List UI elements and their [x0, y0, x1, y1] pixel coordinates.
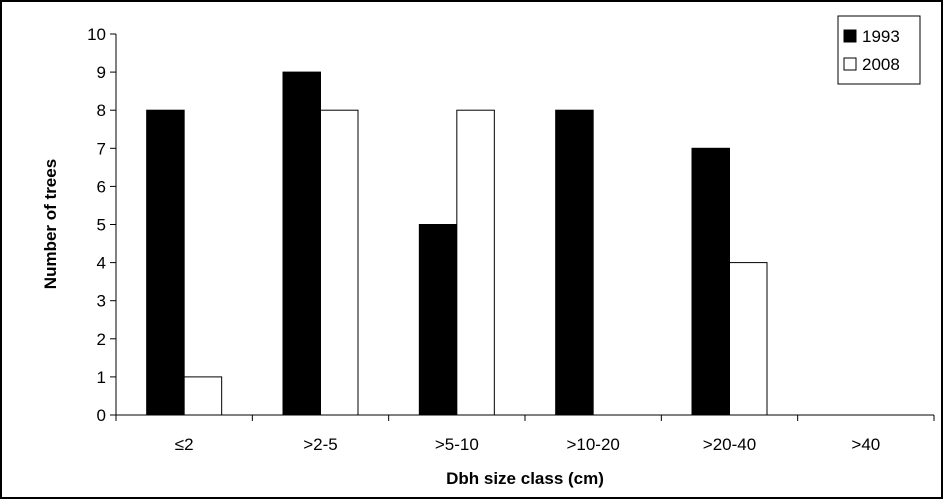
legend-box	[837, 15, 921, 85]
legend-swatch-1993	[843, 29, 857, 43]
x-tick-label: >10-20	[566, 435, 619, 454]
x-tick-label: >40	[851, 435, 880, 454]
x-axis-title: Dbh size class (cm)	[446, 469, 604, 488]
legend-label: 2008	[862, 55, 900, 74]
bar-1993-2	[418, 224, 458, 416]
bar-2008-1	[320, 109, 359, 416]
plot-area	[115, 34, 934, 416]
y-tick-label: 3	[97, 292, 106, 311]
y-tick-label: 6	[97, 177, 106, 196]
y-tick-label: 0	[97, 406, 106, 425]
x-tick-label: >20-40	[703, 435, 756, 454]
bar-1993-3	[555, 109, 594, 416]
y-tick-label: 1	[97, 368, 106, 387]
x-tick-label: >5-10	[435, 435, 479, 454]
bar-2008-4	[729, 262, 768, 416]
x-axis-ticks: ≤2 >2-5 >5-10 >10-20 >20-40 >40	[115, 415, 935, 454]
legend-swatch-2008	[843, 57, 857, 71]
bar-1993-0	[146, 109, 185, 416]
y-tick-label: 10	[87, 25, 106, 44]
y-tick-label: 4	[97, 254, 106, 273]
y-tick-label: 5	[97, 216, 106, 235]
y-tick-label: 9	[97, 63, 106, 82]
bars	[146, 71, 768, 416]
y-tick-label: 2	[97, 330, 106, 349]
y-axis-title: Number of trees	[41, 159, 60, 289]
y-tick-label: 8	[97, 101, 106, 120]
legend: 1993 2008	[837, 15, 921, 85]
y-tick-label: 7	[97, 139, 106, 158]
legend-label: 1993	[862, 27, 900, 46]
bar-2008-0	[183, 376, 223, 416]
x-tick-label: >2-5	[303, 435, 338, 454]
bar-1993-1	[282, 71, 321, 416]
x-tick-label: ≤2	[175, 435, 194, 454]
y-axis-ticks: 0 1 2 3 4 5 6 7 8 9 10	[87, 25, 116, 425]
bar-1993-4	[691, 147, 730, 416]
bar-2008-2	[456, 109, 495, 416]
